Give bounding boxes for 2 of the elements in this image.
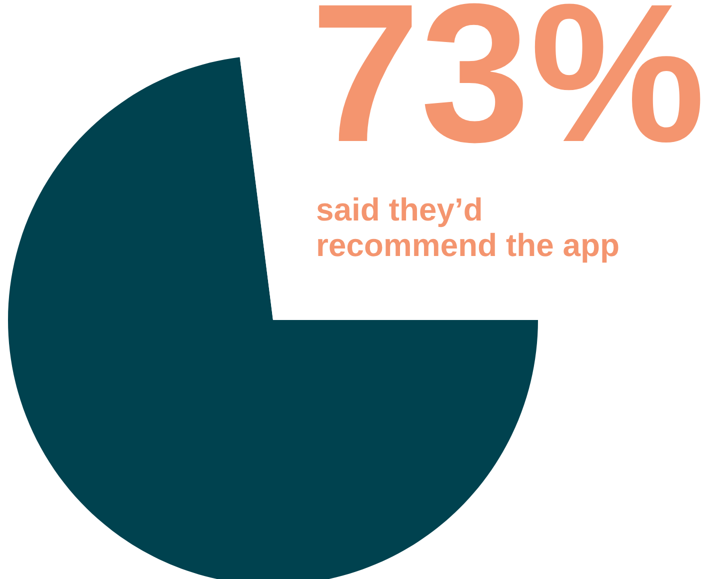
text: said they’d recommend the app	[317, 197, 618, 263]
data-label: 73%	[319, 3, 700, 144]
